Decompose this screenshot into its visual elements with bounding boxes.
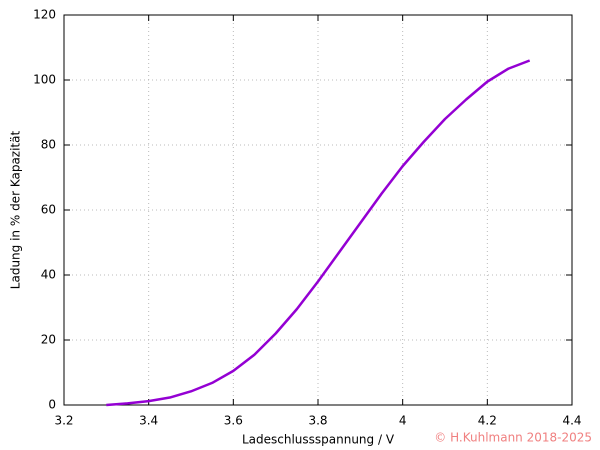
y-tick-label: 120: [33, 8, 56, 22]
y-tick-label: 20: [41, 333, 56, 347]
y-tick-label: 0: [48, 398, 56, 412]
y-tick-label: 100: [33, 73, 56, 87]
x-tick-label: 4.2: [478, 414, 497, 428]
x-tick-label: 3.6: [224, 414, 243, 428]
x-axis-label: Ladeschlussspannung / V: [242, 433, 395, 447]
y-tick-label: 40: [41, 268, 56, 282]
x-tick-label: 3.4: [139, 414, 158, 428]
plot-frame: [63, 14, 573, 406]
x-tick-label: 3.2: [54, 414, 73, 428]
copyright-annotation: © H.Kuhlmann 2018-2025: [434, 431, 592, 445]
y-tick-label: 60: [41, 203, 56, 217]
x-tick-label: 4.4: [562, 414, 581, 428]
x-tick-label: 3.8: [308, 414, 327, 428]
y-axis-label: Ladung in % der Kapazität: [9, 131, 23, 290]
x-tick-label: 4: [399, 414, 407, 428]
data-line: [106, 59, 531, 407]
y-tick-label: 80: [41, 138, 56, 152]
